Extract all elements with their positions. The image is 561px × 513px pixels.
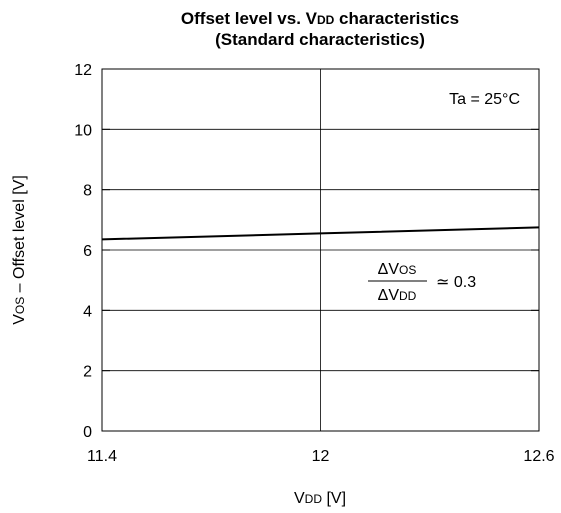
chart-title-line2: (Standard characteristics): [215, 30, 425, 49]
x-axis-label-rest: [V]: [322, 490, 346, 507]
title-main: Offset level vs. V: [181, 9, 318, 28]
ratio-denominator-main: ΔV: [378, 287, 400, 304]
tick-labels: 0 2 4 6 8 10 12 11.4 12 12.6: [74, 62, 554, 465]
y-tick-label: 12: [74, 62, 92, 79]
y-axis-label: VOS – Offset level [V]: [11, 175, 28, 325]
y-axis-label-main: V: [11, 314, 28, 325]
chart-title-line1: Offset level vs. VDD characteristics: [181, 9, 459, 28]
y-tick-label: 4: [83, 303, 92, 320]
title-subscript: DD: [317, 13, 335, 27]
x-tick-label: 11.4: [87, 448, 117, 465]
x-axis-label-main: V: [294, 490, 305, 507]
ratio-numerator-main: ΔV: [378, 261, 400, 278]
x-tick-label: 12.6: [523, 448, 554, 465]
y-tick-label: 10: [74, 122, 92, 139]
y-tick-label: 6: [83, 243, 92, 260]
grid: [102, 68, 539, 432]
y-axis-label-sub: OS: [13, 297, 27, 314]
x-axis-label: VDD [V]: [294, 490, 346, 507]
y-tick-label: 8: [83, 183, 92, 200]
ratio-denominator: ΔVDD: [378, 287, 417, 304]
ratio-numerator-sub: OS: [399, 263, 416, 277]
ratio-denominator-sub: DD: [399, 289, 417, 303]
y-tick-label: 0: [83, 424, 92, 441]
series-line: [101, 226, 540, 241]
x-axis-label-sub: DD: [305, 492, 323, 506]
y-axis-label-rest: – Offset level [V]: [11, 175, 28, 297]
title-rest: characteristics: [334, 9, 459, 28]
series: [101, 226, 540, 241]
plot-frame: [101, 68, 540, 432]
ratio-value: ≃ 0.3: [436, 274, 476, 291]
y-tick-label: 2: [83, 364, 92, 381]
x-tick-label: 12: [312, 448, 330, 465]
condition-label: Ta = 25°C: [449, 91, 520, 108]
ratio-numerator: ΔVOS: [378, 261, 417, 278]
